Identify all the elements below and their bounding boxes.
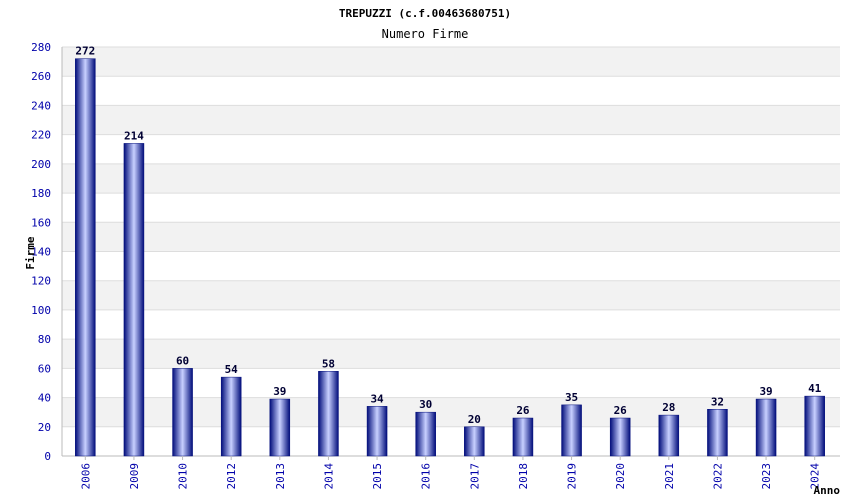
x-tick-label-2012: 2012 [225,463,238,490]
value-label-2006: 272 [75,45,95,58]
grid-band [62,76,840,106]
plot-background [62,47,840,456]
value-label-2020: 26 [614,404,628,417]
value-label-2021: 28 [662,401,675,414]
x-tick-label-2017: 2017 [468,463,481,490]
bar-2015 [366,406,388,457]
bar-2021 [658,414,680,457]
y-tick-label: 0 [44,450,51,463]
grid-band [62,280,840,310]
x-tick-label-2015: 2015 [371,463,384,490]
x-tick-label-2023: 2023 [760,463,773,490]
value-label-2016: 30 [419,398,432,411]
grid-band [62,47,840,77]
grid-band [62,105,840,135]
value-label-2017: 20 [468,413,481,426]
bar-2006 [75,58,96,457]
value-label-2023: 39 [759,385,772,398]
grid-band [62,163,840,194]
bar-2018 [512,417,534,457]
bar-2010 [172,368,193,457]
value-label-2015: 34 [370,392,384,405]
grid-band [62,339,840,369]
grid-band [62,134,840,164]
value-label-2019: 35 [565,391,578,404]
x-tick-label-2009: 2009 [128,463,141,490]
y-tick-label: 100 [31,304,51,317]
bars [75,58,825,457]
value-label-2009: 214 [124,129,144,142]
x-tick-label-2006: 2006 [79,463,92,490]
y-tick-label: 40 [38,392,51,405]
value-label-2018: 26 [516,404,530,417]
bar-2014 [318,371,339,457]
y-axis-ticks: 0 20 40 60 80 100 120 140 160 180 200 220 240 260 280 [31,41,51,463]
y-axis-label: Firme [24,236,37,269]
y-tick-label: 180 [31,187,51,200]
y-tick-label: 240 [31,99,51,112]
y-tick-label: 140 [31,246,51,259]
value-label-2024: 41 [808,382,822,395]
bar-2012 [220,376,242,457]
y-tick-label: 220 [31,129,51,142]
y-tick-label: 280 [31,41,51,54]
bar-2013 [269,398,291,457]
y-tick-label: 20 [38,421,51,434]
bar-2023 [755,398,777,457]
value-label-2014: 58 [322,357,335,370]
grid-band [62,193,840,223]
value-label-2012: 54 [225,363,239,376]
x-tick-label-2021: 2021 [663,463,676,490]
y-tick-label: 160 [31,216,51,229]
value-labels: 272 214 60 54 39 58 34 30 20 26 35 26 28 32 39 41 [75,45,821,426]
x-tick-label-2016: 2016 [420,463,433,490]
chart-title: TREPUZZI (c.f.00463680751) [339,7,511,20]
y-tick-label: 60 [38,362,51,375]
y-tick-label: 200 [31,158,51,171]
bar-2022 [707,409,728,457]
chart-subtitle: Numero Firme [382,27,469,41]
y-tick-label: 260 [31,70,51,83]
x-tick-label-2013: 2013 [274,463,287,490]
x-tick-label-2018: 2018 [517,463,530,490]
grid-band [62,309,840,340]
bar-2024 [804,395,825,457]
x-tick-label-2020: 2020 [614,463,627,490]
grid-band [62,251,840,281]
bar-2009 [123,143,145,457]
x-tick-label-2010: 2010 [177,463,190,490]
x-axis-ticks: 2006 2009 2010 2012 2013 2014 2015 2016 2017 2018… [79,456,822,490]
x-tick-label-2019: 2019 [566,463,579,490]
x-tick-label-2024: 2024 [809,463,822,490]
y-tick-label: 80 [38,333,51,346]
bar-2016 [415,411,436,457]
grid-band [62,222,840,252]
x-tick-label-2022: 2022 [711,463,724,490]
bar-2017 [464,426,485,457]
bar-2019 [561,404,582,457]
bar-2020 [609,417,631,457]
y-tick-label: 120 [31,275,51,288]
value-label-2013: 39 [273,385,286,398]
x-axis-label: Anno [814,484,841,497]
value-label-2022: 32 [711,395,724,408]
x-tick-label-2014: 2014 [322,463,335,490]
value-label-2010: 60 [176,354,189,367]
